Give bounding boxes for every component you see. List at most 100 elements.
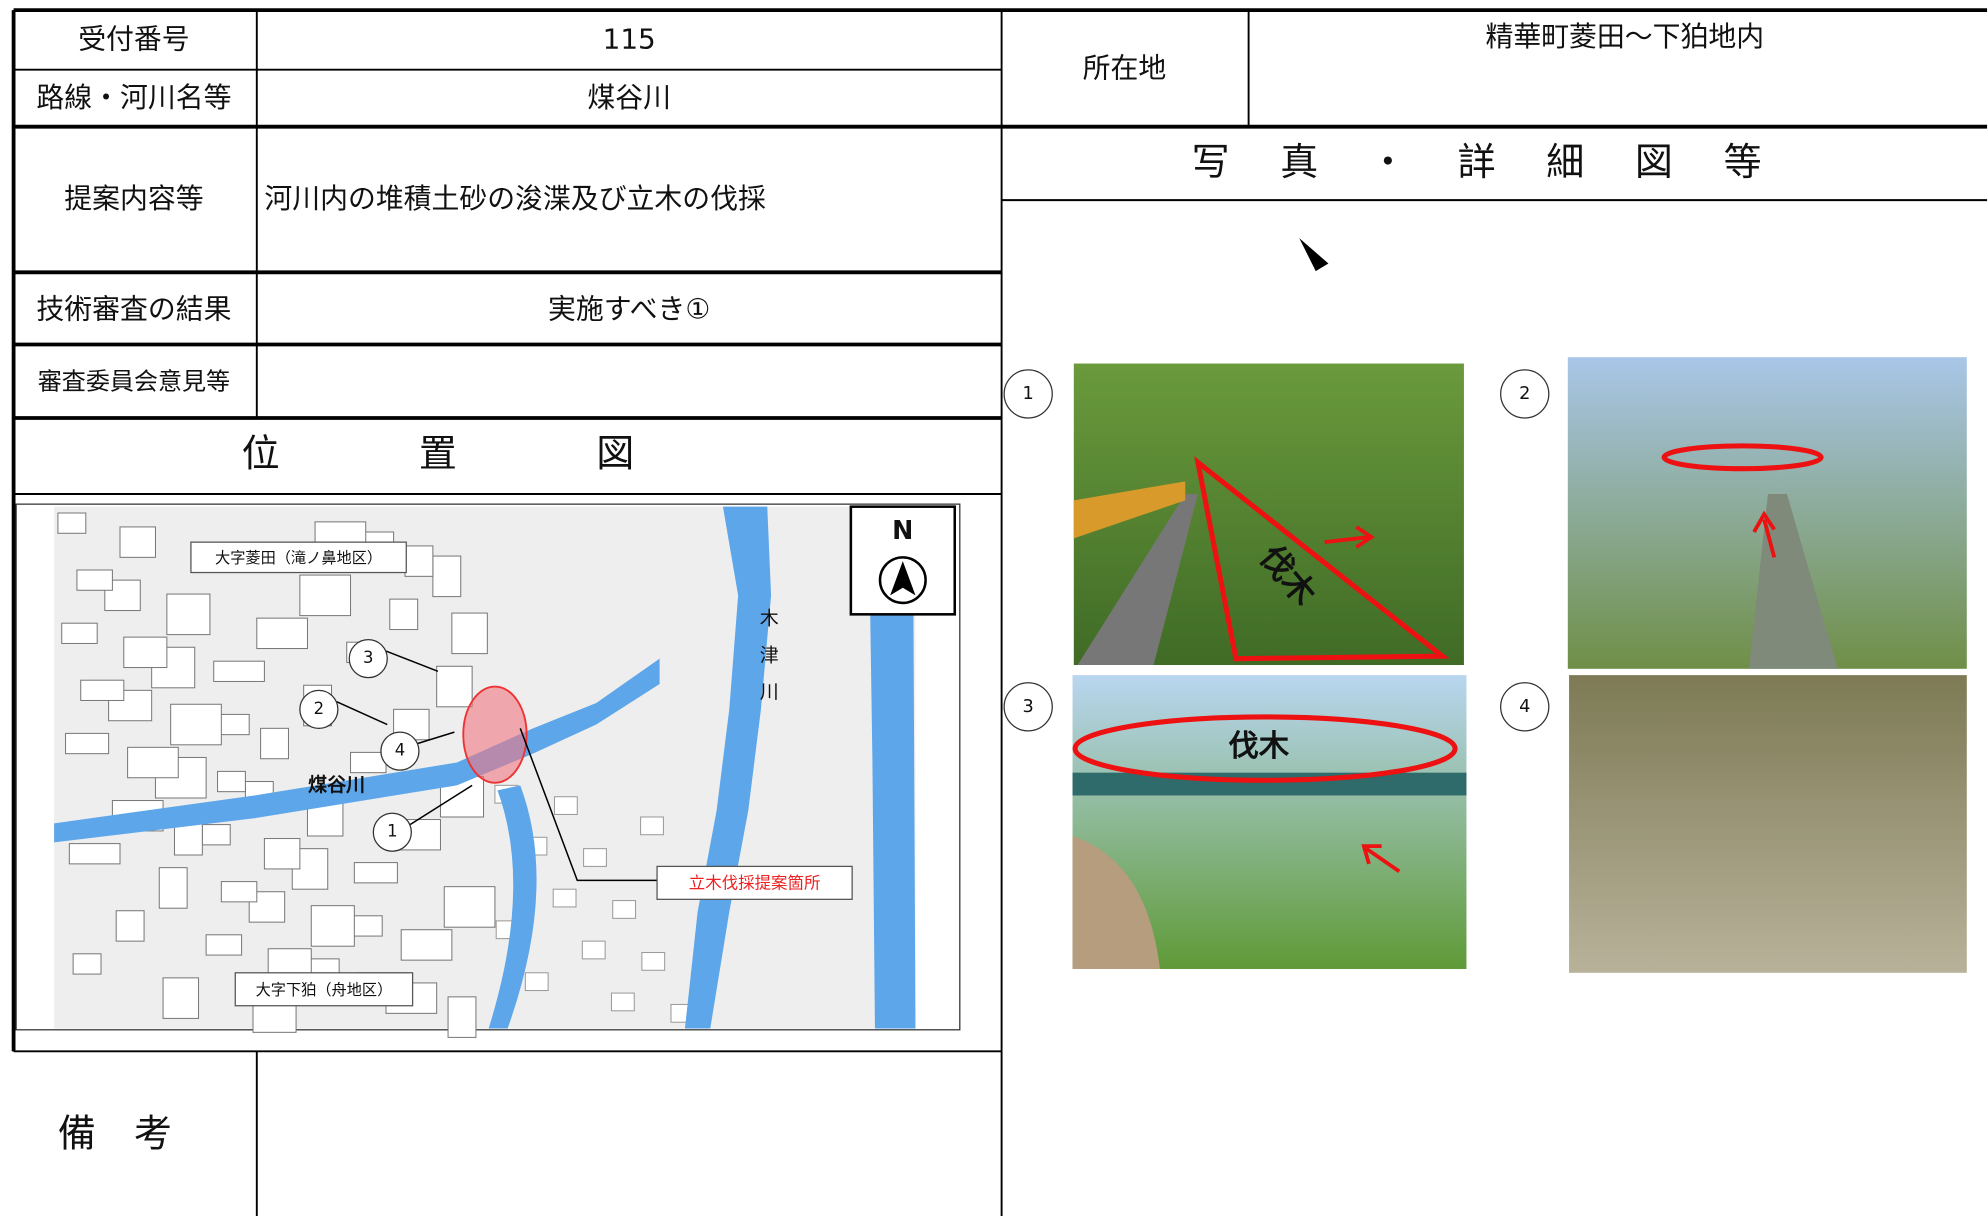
map-block (350, 751, 387, 774)
compass-mark (1299, 238, 1329, 272)
map-label: 木津川 (757, 608, 779, 718)
annotation-shape (1072, 714, 1458, 783)
label: 提案内容等 (64, 182, 203, 215)
map-block (119, 526, 156, 558)
map-block (389, 598, 419, 631)
map-label: 煤谷川 (308, 774, 365, 796)
map-block (432, 555, 462, 598)
annotation-arrow (1752, 510, 1777, 558)
label: 所在地 (1083, 52, 1167, 85)
map-block (612, 900, 637, 919)
map-block (80, 679, 125, 701)
map-block (640, 816, 664, 836)
path-walk (1077, 494, 1198, 665)
map-block (127, 746, 179, 779)
leader (336, 701, 388, 726)
table-lines (11, 8, 1988, 1216)
map-block (205, 934, 243, 956)
map-block (170, 703, 222, 746)
map-block (61, 622, 98, 644)
map-block (400, 929, 453, 961)
map-block (404, 545, 434, 577)
photo-number: 3 (1023, 697, 1034, 717)
photo (1569, 675, 1967, 973)
map-block (166, 593, 211, 636)
value: 115 (603, 23, 656, 56)
leader (519, 728, 658, 882)
map-block (123, 636, 168, 669)
section-title: 位置図 (242, 432, 774, 476)
map-block (57, 512, 87, 534)
value: 河川内の堆積土砂の浚渫及び立木の伐採 (264, 182, 766, 215)
label: 路線・河川名等 (36, 81, 231, 114)
annotation-arrow (1361, 844, 1401, 874)
photo-number-ring (1003, 682, 1053, 732)
map-block (443, 886, 496, 928)
map-block (248, 891, 286, 923)
map-block (201, 824, 231, 846)
photo-number-ring (1003, 369, 1053, 419)
map-block (610, 992, 635, 1012)
map-block (68, 843, 121, 865)
map-block (447, 996, 477, 1038)
path-walk (1072, 836, 1160, 969)
label: 審査委員会意見等 (38, 368, 230, 396)
photo-number-ring (1500, 682, 1550, 732)
map-block (299, 574, 352, 617)
photo-number-ring (1500, 369, 1550, 419)
point-marker (372, 812, 412, 852)
north-label: N (892, 515, 913, 545)
label-box (656, 865, 853, 900)
label-box (190, 541, 407, 574)
label: 備考 (58, 1112, 210, 1156)
value: 精華町菱田～下狛地内 (1485, 20, 1764, 53)
leader (385, 650, 439, 673)
point-label: 1 (387, 822, 397, 841)
map-block (310, 905, 355, 947)
map-block (65, 732, 110, 755)
river (54, 658, 660, 843)
map-block (524, 972, 549, 992)
value: 煤谷川 (587, 81, 671, 114)
location-map: 立木伐採提案箇所 大字菱田（滝ノ鼻地区） 大字下狛（舟地区） 煤谷川 木津川 N 1 2 3 4 (15, 503, 961, 1038)
label: 技術審査の結果 (36, 292, 231, 325)
map-block (162, 977, 200, 1019)
annotation-shape (1661, 443, 1824, 472)
map-block (263, 838, 301, 870)
annotation-shape (1194, 456, 1450, 662)
map-block (220, 881, 258, 903)
label-box (234, 972, 414, 1007)
point-label: 3 (363, 648, 373, 667)
photo-number: 4 (1519, 697, 1530, 717)
map-label: 立木伐採提案箇所 (689, 874, 821, 893)
map-block (217, 770, 246, 793)
map-block (641, 952, 666, 971)
value: 実施すべき① (548, 292, 710, 325)
map-block (583, 848, 607, 867)
water (1748, 494, 1838, 669)
annotation-arrow (1324, 525, 1375, 549)
map-block (252, 1001, 297, 1033)
bridge (1072, 772, 1467, 796)
river (868, 506, 916, 1029)
map-block (72, 953, 102, 975)
annotation: 伐木 (1228, 729, 1289, 764)
river (488, 785, 537, 1029)
map-block (115, 910, 145, 942)
point-marker (299, 689, 339, 729)
map-block (158, 867, 188, 909)
map-label: 大字菱田（滝ノ鼻地区） (215, 549, 382, 567)
railing (1073, 481, 1186, 539)
map-block (260, 727, 289, 760)
point-label: 2 (314, 699, 324, 718)
map-label: 大字下狛（舟地区） (256, 981, 393, 999)
map-block (256, 617, 308, 650)
map-block (353, 862, 398, 884)
map-block (553, 796, 578, 815)
map-block (76, 569, 113, 591)
leader (417, 731, 455, 745)
point-label: 4 (395, 741, 405, 760)
